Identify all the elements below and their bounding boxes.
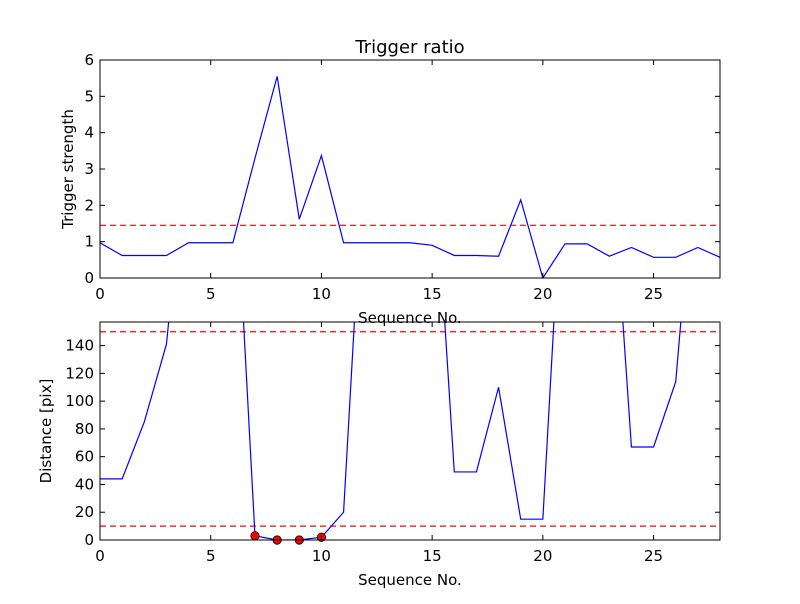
x-tick-label: 25 (644, 285, 663, 303)
y-tick-label: 20 (75, 503, 94, 521)
y-tick-label: 4 (84, 124, 94, 142)
y-axis-label: Trigger strength (59, 109, 77, 230)
y-tick-label: 1 (84, 233, 94, 251)
y-tick-label: 100 (65, 392, 94, 410)
plot-frame (99, 321, 721, 541)
plot-frame (99, 59, 721, 279)
y-tick-label: 80 (75, 420, 94, 438)
x-axis-label: Sequence No. (358, 571, 462, 589)
x-axis-label: Sequence No. (358, 309, 462, 327)
x-tick-label: 0 (95, 285, 105, 303)
y-tick-label: 60 (75, 448, 94, 466)
x-tick-label: 25 (644, 547, 663, 565)
y-tick-label: 140 (65, 337, 94, 355)
y-axis-label: Distance [pix] (37, 379, 55, 484)
distance-plot: 0 5 10 15 20 25 0 20 40 60 80 100 120 140 Sequence N… (37, 321, 721, 589)
y-tick-label: 0 (84, 269, 94, 287)
x-tick-label: 10 (312, 547, 331, 565)
x-tick-label: 20 (533, 547, 552, 565)
data-point-marker (250, 531, 260, 541)
y-tick-label: 40 (75, 475, 94, 493)
y-tick-label: 5 (84, 87, 94, 105)
y-tick-label: 3 (84, 160, 94, 178)
x-tick-label: 20 (533, 285, 552, 303)
x-tick-label: 15 (423, 547, 442, 565)
y-tick-label: 2 (84, 196, 94, 214)
chart-title: Trigger ratio (354, 37, 464, 58)
y-tick-label: 6 (84, 51, 94, 69)
x-tick-label: 10 (312, 285, 331, 303)
trigger-ratio-plot: Trigger ratio 0 5 10 15 20 25 0 1 2 3 4 5 6 Sequenc… (59, 37, 721, 327)
y-tick-label: 0 (84, 531, 94, 549)
x-tick-label: 15 (423, 285, 442, 303)
x-tick-label: 5 (206, 547, 216, 565)
x-tick-label: 5 (206, 285, 216, 303)
trigger-strength-line (100, 76, 720, 278)
y-tick-label: 120 (65, 364, 94, 382)
x-tick-label: 0 (95, 547, 105, 565)
